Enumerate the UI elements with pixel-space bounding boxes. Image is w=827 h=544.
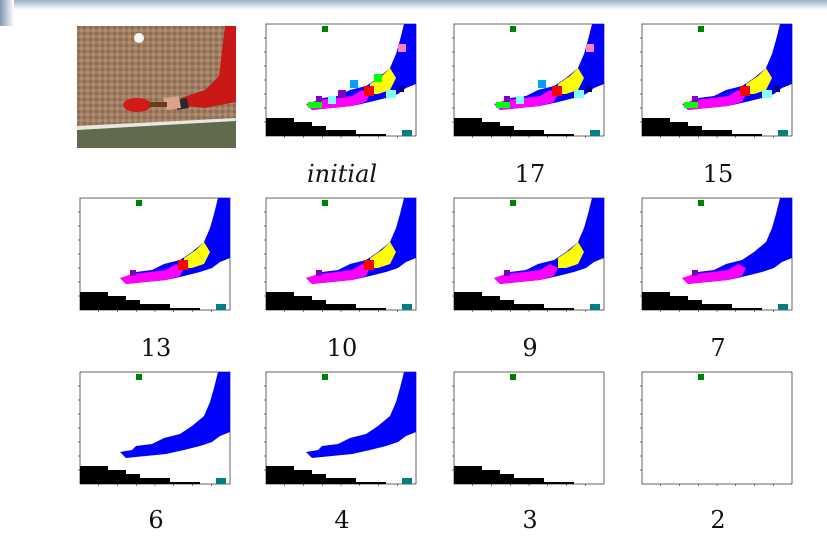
table-edge-region [778,130,788,136]
table-region [454,466,574,484]
segmentation-panel-3 [450,370,606,490]
slide-top-border [0,0,827,10]
ball-region [510,374,516,380]
segmentation-panel-9 [450,196,606,316]
ball-region [698,200,704,206]
ball-region [136,200,142,206]
ball-region [510,26,516,32]
table-edge-region [402,304,412,310]
segmentation-panel-6 [76,370,232,490]
wrist-region [184,242,210,268]
ball-region [322,374,328,380]
segmentation-panel-initial [262,22,418,142]
panel-label-15: 15 [702,160,734,188]
ball-region [136,374,142,380]
table-region [80,292,200,310]
arm-region [682,198,792,284]
panel-label-9: 9 [522,334,538,362]
panel-label-10: 10 [326,334,358,362]
table-edge-region [778,304,788,310]
slide-corner-decoration [0,0,14,26]
table-region [266,466,386,484]
table-edge-region [590,304,600,310]
table-tennis-photo [77,26,236,148]
ball-region [322,200,328,206]
table-edge-region [216,478,226,484]
panel-label-7: 7 [710,334,726,362]
table-region [454,118,574,136]
wrist-region [558,242,584,268]
segmentation-panel-2 [638,370,794,490]
table-region [454,292,574,310]
ball-region [698,374,704,380]
paddle-region [494,264,558,284]
wrist-region [370,68,396,94]
table-edge-region [216,304,226,310]
panel-label-6: 6 [148,506,164,534]
segmentation-panel-10 [262,196,418,316]
ball-region [322,26,328,32]
table-edge-region [402,478,412,484]
panel-label-initial: initial [306,160,378,188]
segmentation-panel-15 [638,22,794,142]
segmentation-panel-17 [450,22,606,142]
table-edge-region [402,130,412,136]
wrist-region [370,242,396,268]
segmentation-panel-7 [638,196,794,316]
panel-label-13: 13 [140,334,172,362]
panel-label-2: 2 [710,506,726,534]
ball-region [698,26,704,32]
segmentation-panel-13 [76,196,232,316]
table-region [642,292,762,310]
segmentation-panel-4 [262,370,418,490]
wrist-region [746,68,772,94]
paddle-region [120,264,184,284]
table-region [642,118,762,136]
arm-region [120,372,230,458]
ball-region [510,200,516,206]
paddle-region [306,264,370,284]
table-edge-region [590,130,600,136]
table-region [266,118,386,136]
wrist-region [558,68,584,94]
panel-label-17: 17 [514,160,546,188]
arm-region [306,372,416,458]
table-region [266,292,386,310]
paddle-region [682,264,746,284]
panel-label-4: 4 [334,506,350,534]
panel-label-3: 3 [522,506,538,534]
table-region [80,466,200,484]
